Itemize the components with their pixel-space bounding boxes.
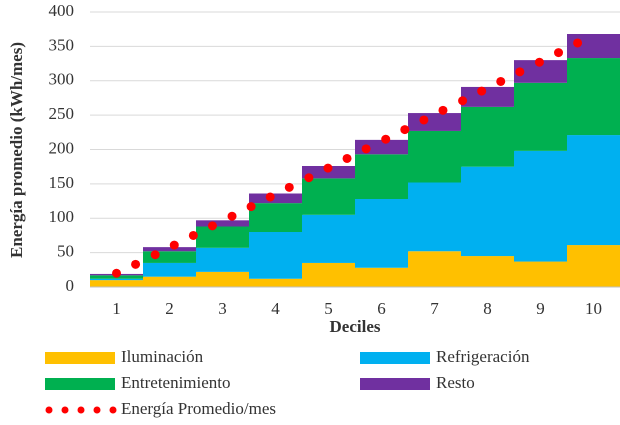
dot: [304, 173, 314, 183]
dot: [381, 134, 391, 144]
dot: [496, 76, 506, 86]
legend-dot: [109, 406, 117, 414]
area-segment: [514, 150, 568, 262]
area-segment: [249, 232, 303, 279]
area-segment: [143, 262, 197, 277]
y-tick-label: 350: [49, 35, 75, 54]
dot: [515, 67, 525, 77]
dot: [150, 250, 160, 260]
x-axis-label: Deciles: [330, 317, 381, 336]
legend-swatch: [45, 352, 115, 364]
area-segment: [249, 278, 303, 287]
legend-dot: [93, 406, 101, 414]
area-segment: [461, 166, 515, 257]
legend-dot: [45, 406, 53, 414]
y-tick-label: 100: [49, 207, 75, 226]
dot: [265, 192, 275, 202]
area-segment: [408, 182, 462, 252]
area-segment: [514, 60, 568, 83]
dot: [458, 96, 468, 106]
area-segment: [567, 58, 620, 136]
y-axis-label: Energía promedio (kWh/mes): [7, 42, 26, 258]
x-tick-label: 1: [112, 299, 121, 318]
area-segment: [408, 130, 462, 183]
area-segment: [196, 247, 250, 272]
x-tick-label: 8: [483, 299, 492, 318]
dot: [284, 182, 294, 192]
dot: [131, 259, 141, 269]
dot: [438, 105, 448, 115]
area-segment: [143, 247, 197, 252]
legend-dot: [61, 406, 69, 414]
y-tick-label: 0: [66, 276, 75, 295]
legend-label: Refrigeración: [436, 347, 530, 366]
y-tick-label: 50: [57, 242, 74, 261]
y-tick-label: 150: [49, 173, 75, 192]
dot: [534, 57, 544, 67]
y-tick-label: 300: [49, 70, 75, 89]
dot: [169, 240, 179, 250]
x-tick-label: 5: [324, 299, 333, 318]
area-segment: [514, 82, 568, 151]
legend-dot: [77, 406, 85, 414]
legend-label: Resto: [436, 373, 475, 392]
area-segment: [408, 251, 462, 287]
area-segment: [567, 245, 620, 287]
legend-swatch: [360, 378, 430, 390]
dot: [323, 163, 333, 173]
area-segment: [143, 276, 197, 287]
dot: [554, 48, 564, 58]
area-segment: [355, 267, 409, 287]
y-tick-label: 200: [49, 138, 75, 157]
y-tick-label: 250: [49, 104, 75, 123]
area-segment: [196, 226, 250, 248]
x-tick-label: 3: [218, 299, 227, 318]
legend-swatch: [45, 378, 115, 390]
dot: [246, 202, 256, 212]
area-segment: [514, 261, 568, 287]
x-tick-label: 10: [585, 299, 602, 318]
legend-swatch: [360, 352, 430, 364]
dot: [188, 230, 198, 240]
x-tick-label: 6: [377, 299, 386, 318]
area-segment: [355, 199, 409, 268]
dot: [573, 38, 583, 48]
area-segment: [302, 262, 356, 287]
area-segment: [461, 256, 515, 287]
area-segment: [461, 86, 515, 107]
dot: [400, 125, 410, 135]
area-segment: [461, 106, 515, 167]
area-segment: [196, 271, 250, 287]
dot: [419, 115, 429, 125]
area-segment: [249, 193, 303, 204]
area-segment: [302, 178, 356, 215]
dot: [342, 153, 352, 163]
legend-label: Entretenimiento: [121, 373, 231, 392]
x-tick-label: 2: [165, 299, 174, 318]
dot: [112, 268, 121, 278]
dot: [227, 211, 237, 221]
dot: [361, 144, 371, 154]
x-tick-label: 4: [271, 299, 280, 318]
y-tick-label: 400: [49, 1, 75, 20]
x-tick-label: 7: [430, 299, 439, 318]
x-tick-label: 9: [536, 299, 545, 318]
area-segment: [90, 280, 144, 287]
dot: [477, 86, 487, 96]
area-segment: [143, 251, 197, 263]
legend-label: Iluminación: [121, 347, 204, 366]
legend-label: Energía Promedio/mes: [121, 399, 276, 418]
area-segment: [355, 154, 409, 199]
area-segment: [249, 203, 303, 232]
area-segment: [408, 113, 462, 131]
area-segment: [90, 278, 144, 281]
area-segment: [196, 220, 250, 227]
dot: [207, 221, 217, 231]
area-segment: [567, 135, 620, 246]
area-segment: [302, 214, 356, 263]
